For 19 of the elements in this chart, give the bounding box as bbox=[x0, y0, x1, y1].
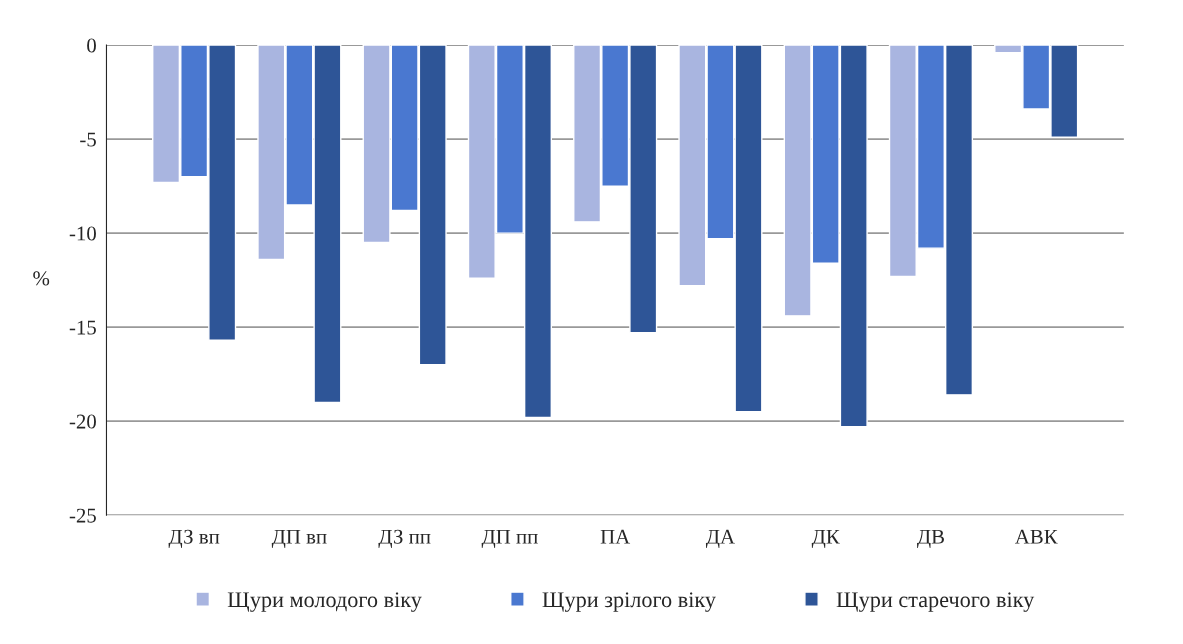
y-tick-label: -15 bbox=[69, 320, 96, 335]
x-tick-label: ДП пп bbox=[481, 529, 538, 548]
x-tick-label: ДП вп bbox=[271, 529, 327, 548]
legend-label: Щури старечого віку bbox=[836, 592, 1035, 612]
y-tick-label: 0 bbox=[87, 38, 96, 53]
y-tick-label: -25 bbox=[69, 508, 96, 523]
x-tick-label: ДЗ пп bbox=[378, 529, 431, 548]
x-tick-label: АВК bbox=[1014, 529, 1058, 544]
x-tick-label: ДЗ вп bbox=[168, 529, 220, 548]
y-tick-label: -10 bbox=[69, 226, 96, 241]
legend-label: Щури зрілого віку bbox=[542, 592, 716, 612]
y-axis-title: % bbox=[33, 271, 50, 286]
x-tick-label: ДК bbox=[811, 529, 840, 548]
x-tick-label: ПА bbox=[600, 529, 631, 544]
y-tick-label: -20 bbox=[69, 414, 96, 429]
x-tick-label: ДВ bbox=[917, 529, 944, 548]
x-tick-label: ДА bbox=[705, 529, 735, 548]
y-tick-label: -5 bbox=[80, 132, 96, 147]
legend-label: Щури молодого віку bbox=[227, 592, 422, 612]
